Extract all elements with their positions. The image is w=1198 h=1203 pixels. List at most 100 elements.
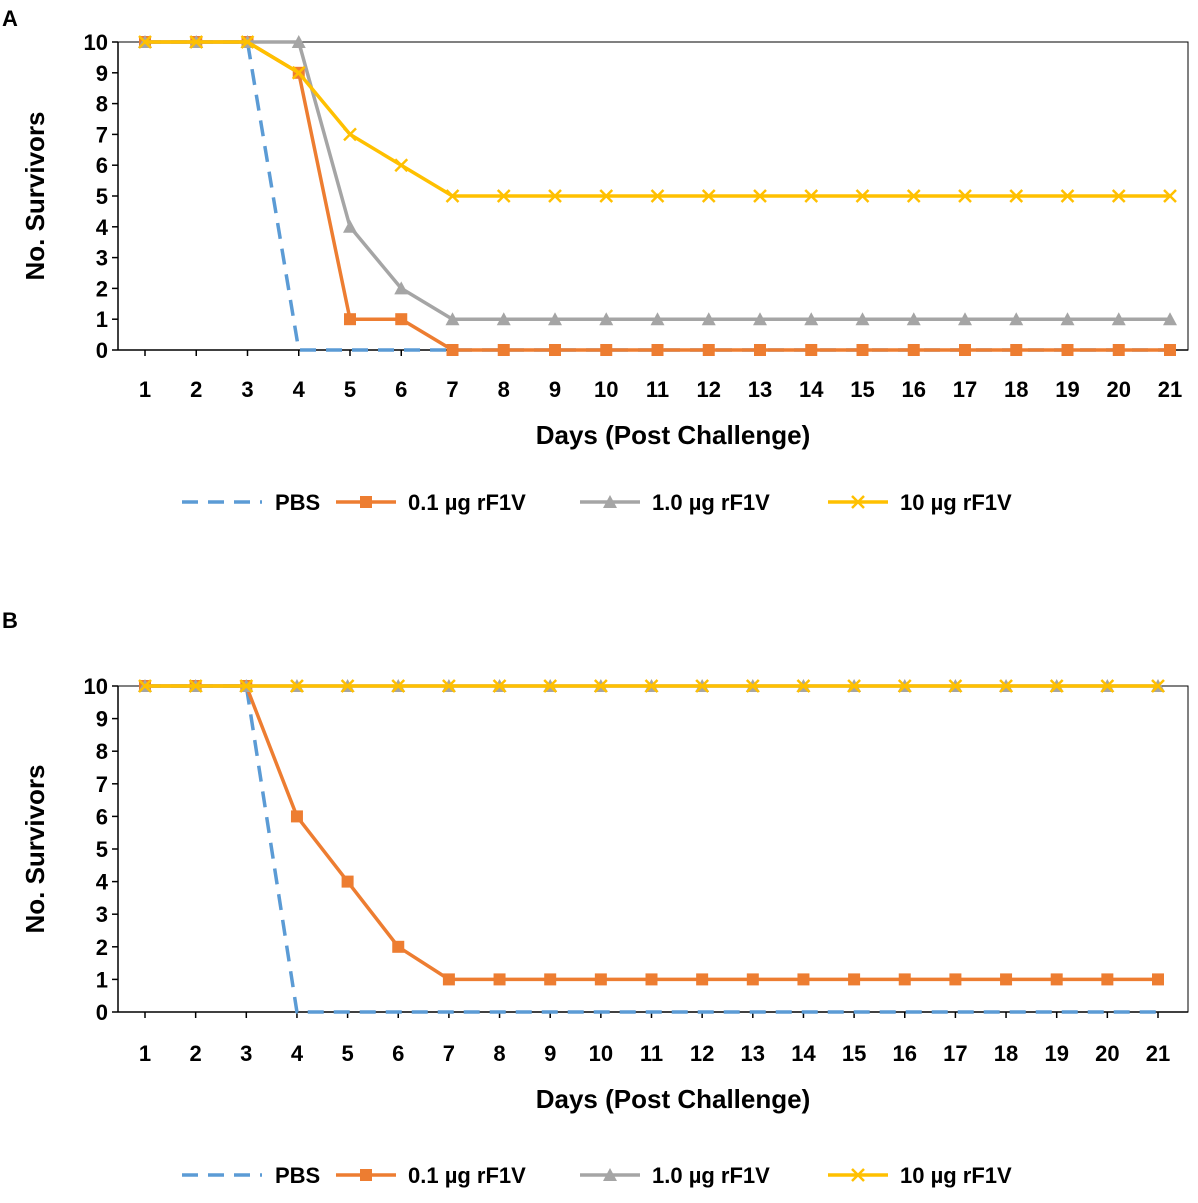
chart-b-x-tick-label-7: 7 xyxy=(443,1041,455,1066)
chart-b-series-3-point-1-stroke-b xyxy=(138,679,152,693)
chart-b-series-3-point-19-stroke-b xyxy=(1049,679,1064,693)
chart-a-series-2-line xyxy=(145,40,1170,321)
chart-b-series-3-point-20-stroke-b xyxy=(1100,679,1115,693)
chart-b-x-tick-label-20: 20 xyxy=(1095,1041,1119,1066)
chart-b-series-3-point-3 xyxy=(239,679,254,693)
chart-a-y-tick-label-1: 1 xyxy=(96,307,108,332)
chart-a-y-tick-label-10: 10 xyxy=(84,30,108,55)
chart-a-series-2-point-13 xyxy=(753,312,767,326)
chart-b-legend-marker-3 xyxy=(851,1168,865,1182)
chart-b-y-tick-label-0: 0 xyxy=(96,1000,108,1025)
chart-a-y-tick-label-9: 9 xyxy=(96,61,108,86)
chart-a-series-1-point-5 xyxy=(344,313,356,326)
chart-a-series-1-point-8 xyxy=(497,344,510,356)
chart-b-series-3-point-6 xyxy=(391,679,406,693)
chart-a-series-0-line xyxy=(145,40,1170,352)
chart-b-y-tick-label-3: 3 xyxy=(96,902,108,927)
chart-b-series-3-point-21-stroke-b xyxy=(1151,679,1165,693)
chart-a-x-tick-label-9: 9 xyxy=(549,377,561,402)
chart-a-series-2-point-14 xyxy=(804,312,819,326)
chart-a-series-1-point-19 xyxy=(1061,344,1074,356)
chart-a-legend: PBS 0.1 µg rF1V 1.0 µg rF1V 10 µg rF1V xyxy=(182,490,1012,515)
chart-a-x-tick-label-6: 6 xyxy=(395,377,407,402)
chart-b-x-tick-label-14: 14 xyxy=(791,1041,816,1066)
chart-a-series-3-point-5-stroke-b xyxy=(343,127,357,142)
chart-a-series-3-point-9-stroke-b xyxy=(548,189,562,203)
chart-a-series-3-point-17 xyxy=(958,189,972,203)
chart-a-x-tick-label-13: 13 xyxy=(748,377,772,402)
chart-a-series-3-point-18 xyxy=(1009,189,1024,203)
chart-a-legend-label-0: PBS xyxy=(275,490,320,515)
chart-a-series-3-line xyxy=(145,40,1170,198)
panel-label-b: B xyxy=(2,608,18,633)
chart-b-x-tick-label-2: 2 xyxy=(190,1041,202,1066)
chart-a-x-tick-label-3: 3 xyxy=(241,377,253,402)
chart-a-series-1-point-17 xyxy=(959,344,971,356)
chart-b-x-tick-label-6: 6 xyxy=(392,1041,404,1066)
chart-b-series-3-point-11-stroke-b xyxy=(644,679,659,693)
chart-a-series-3-point-1-stroke-b xyxy=(138,35,152,49)
chart-b-series-3-point-9 xyxy=(543,679,558,693)
chart-b-series-1-point-14 xyxy=(797,973,810,986)
chart-a-series-2-point-4 xyxy=(291,35,306,48)
chart-b-y-tick-label-10: 10 xyxy=(84,674,108,699)
chart-a-legend-marker-1 xyxy=(360,496,372,508)
chart-b-series-3-point-1 xyxy=(138,679,152,693)
chart-b-legend-label-0: PBS xyxy=(275,1163,320,1188)
chart-b-x-tick-label-15: 15 xyxy=(842,1041,866,1066)
chart-b-series-3-point-12 xyxy=(695,679,710,693)
chart-a-series-3-point-2-stroke-b xyxy=(189,35,204,49)
chart-b-series-1-point-5 xyxy=(341,875,354,888)
chart-b-series-3-point-15 xyxy=(847,679,861,693)
chart-b-series-1-point-7 xyxy=(442,973,455,986)
chart-a-series-2-point-21 xyxy=(1163,312,1177,326)
chart-b-series-3-point-16-stroke-b xyxy=(897,679,912,693)
chart-a-series-2-point-20 xyxy=(1111,312,1126,326)
chart-a-series-1-point-9 xyxy=(549,344,561,356)
chart-a-series-3-point-18-stroke-b xyxy=(1009,189,1024,203)
chart-a-legend-label-1: 0.1 µg rF1V xyxy=(408,490,526,515)
chart-a-y-tick-label-8: 8 xyxy=(96,92,108,117)
chart-b-x-tick-label-21: 21 xyxy=(1146,1041,1170,1066)
chart-a-series-3-point-13-stroke-b xyxy=(753,189,767,203)
chart-a-x-tick-label-17: 17 xyxy=(953,377,977,402)
chart-a-series-3-point-6-stroke-b xyxy=(394,158,409,173)
chart-b-series-3-point-16 xyxy=(897,679,912,693)
chart-b-x-tick-label-8: 8 xyxy=(493,1041,505,1066)
chart-b-series-3-point-17-stroke-b xyxy=(948,679,963,693)
chart-a-series-3-point-3-stroke-b xyxy=(240,35,255,49)
chart-b-series-3-point-7 xyxy=(442,679,456,693)
chart-b-series-1-point-16 xyxy=(898,973,911,986)
chart-a-series-3-point-12-stroke-b xyxy=(701,189,716,203)
chart-a-series-2-point-18 xyxy=(1009,312,1024,326)
chart-a-series-3-point-20 xyxy=(1111,189,1126,203)
chart-a-series-3-point-11-stroke-b xyxy=(650,189,665,203)
chart-a-series-3-point-21-stroke-b xyxy=(1163,189,1177,203)
chart-b-y-tick-label-1: 1 xyxy=(96,967,108,992)
chart-b-x-tick-label-11: 11 xyxy=(640,1041,663,1066)
chart-b-series-1-point-10 xyxy=(594,973,607,986)
chart-a-series-3-point-10 xyxy=(599,189,614,203)
chart-b-series-1-point-11 xyxy=(645,973,658,986)
chart-b-series-3-point-13 xyxy=(745,679,760,693)
chart-b-series-3-point-10 xyxy=(593,679,608,693)
chart-b-series-3-point-4 xyxy=(290,679,304,693)
chart-b-y-tick-label-2: 2 xyxy=(96,935,108,960)
chart-b-x-tick-label-4: 4 xyxy=(291,1041,304,1066)
chart-a-series-3-point-10-stroke-b xyxy=(599,189,614,203)
chart-b-y-tick-label-6: 6 xyxy=(96,804,108,829)
chart-a-legend-marker-3 xyxy=(851,495,865,509)
chart-a-series-1-point-14 xyxy=(805,344,818,356)
chart-b-x-tick-label-13: 13 xyxy=(741,1041,765,1066)
chart-a-series-2-point-16 xyxy=(906,312,921,326)
chart-a-legend-label-3: 10 µg rF1V xyxy=(900,490,1012,515)
chart-a-series-2-point-12 xyxy=(701,312,716,326)
chart-b-series-1-point-19 xyxy=(1050,973,1063,986)
chart-a-series-2-point-19 xyxy=(1060,312,1075,326)
chart-a-series-3-point-15-stroke-b xyxy=(855,189,870,203)
chart-b-y-tick-label-5: 5 xyxy=(96,837,108,862)
chart-a-series-3-point-21 xyxy=(1163,189,1177,203)
chart-a-series-3-point-2 xyxy=(189,35,204,49)
